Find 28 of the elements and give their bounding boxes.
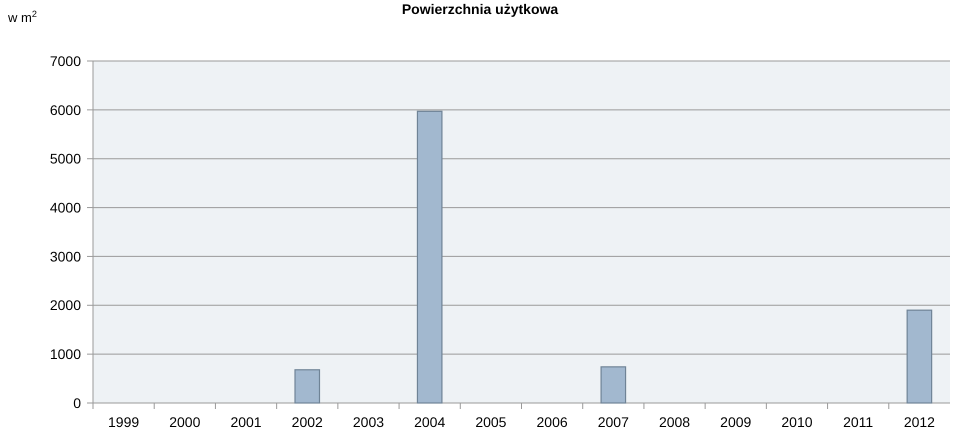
x-tick-label: 2001 [230,414,262,430]
x-tick-label: 2002 [292,414,324,430]
bar [416,110,443,404]
y-tick-label: 6000 [50,102,82,118]
y-tick-label: 4000 [50,199,82,216]
x-tick-label: 2009 [720,414,752,430]
y-tick-label: 0 [73,394,82,411]
x-tick-label: 2005 [475,414,507,430]
x-tick-label: 2008 [658,414,690,430]
bar [906,310,932,404]
y-tick-label: 2000 [50,297,82,314]
x-tick-label: 2006 [536,414,568,430]
y-tick-label: 7000 [50,52,82,69]
x-tick-label: 2012 [904,414,936,430]
x-tick-label: 1999 [108,414,140,430]
x-tick-label: 2003 [352,414,384,430]
y-tick-label: 3000 [50,248,82,264]
y-axis-title: w m$^{2}$ [7,9,37,25]
y-tick-label: 5000 [50,150,82,167]
bar [600,366,626,404]
y-tick-label: 1000 [50,346,82,362]
chart-title: Powierzchnia użytkowa [402,1,558,17]
x-tick-label: 2010 [781,414,813,430]
x-tick-label: 2004 [414,414,446,430]
x-tick-label: 2011 [843,414,874,430]
bar [294,369,320,404]
x-tick-label: 2007 [598,414,630,430]
x-tick-label: 2000 [169,414,201,430]
